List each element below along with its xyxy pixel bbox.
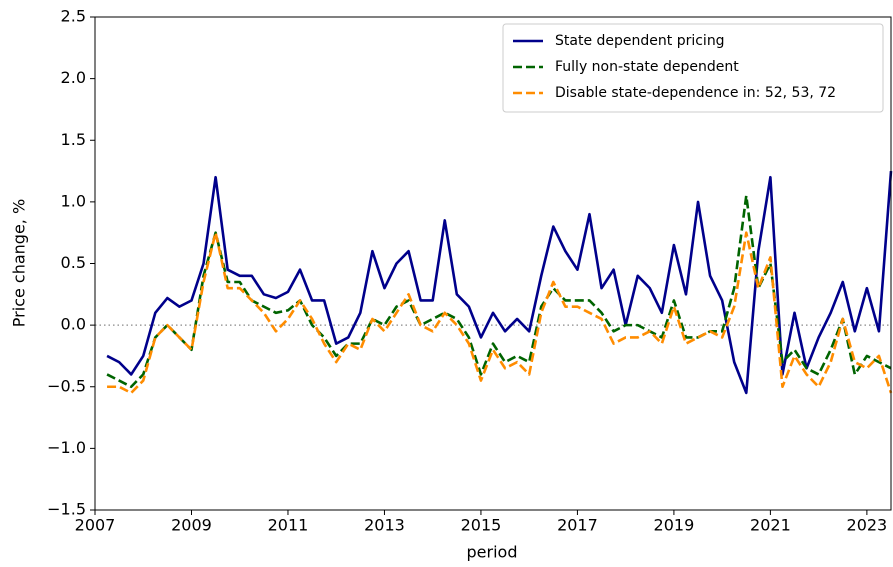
x-tick-label: 2009: [171, 516, 212, 535]
y-tick-label: 0.5: [61, 253, 86, 272]
y-tick-label: 0.0: [61, 315, 86, 334]
y-axis-label: Price change, %: [10, 199, 29, 327]
x-tick-label: 2015: [461, 516, 502, 535]
x-tick-label: 2023: [847, 516, 888, 535]
y-tick-label: −0.5: [47, 376, 86, 395]
x-tick-label: 2011: [268, 516, 309, 535]
y-tick-label: 2.5: [61, 7, 86, 26]
y-tick-label: 1.5: [61, 130, 86, 149]
x-tick-label: 2007: [75, 516, 116, 535]
line-series: [106, 170, 893, 395]
y-tick-label: −1.0: [47, 438, 86, 457]
legend-label: State dependent pricing: [555, 33, 725, 49]
line-series: [107, 231, 893, 395]
legend-label: Disable state-dependence in: 52, 53, 72: [555, 85, 836, 101]
y-tick-label: 2.0: [61, 68, 86, 87]
legend-box: [502, 23, 884, 113]
x-tick-label: 2017: [557, 516, 598, 535]
plot-frame: [94, 16, 892, 511]
y-tick-label: −1.5: [47, 500, 86, 519]
x-axis-label: period: [467, 543, 518, 562]
legend-label: Fully non-state dependent: [555, 59, 739, 75]
x-tick-label: 2019: [654, 516, 695, 535]
x-tick-label: 2013: [364, 516, 405, 535]
y-tick-label: 1.0: [61, 191, 86, 210]
x-tick-label: 2021: [750, 516, 791, 535]
